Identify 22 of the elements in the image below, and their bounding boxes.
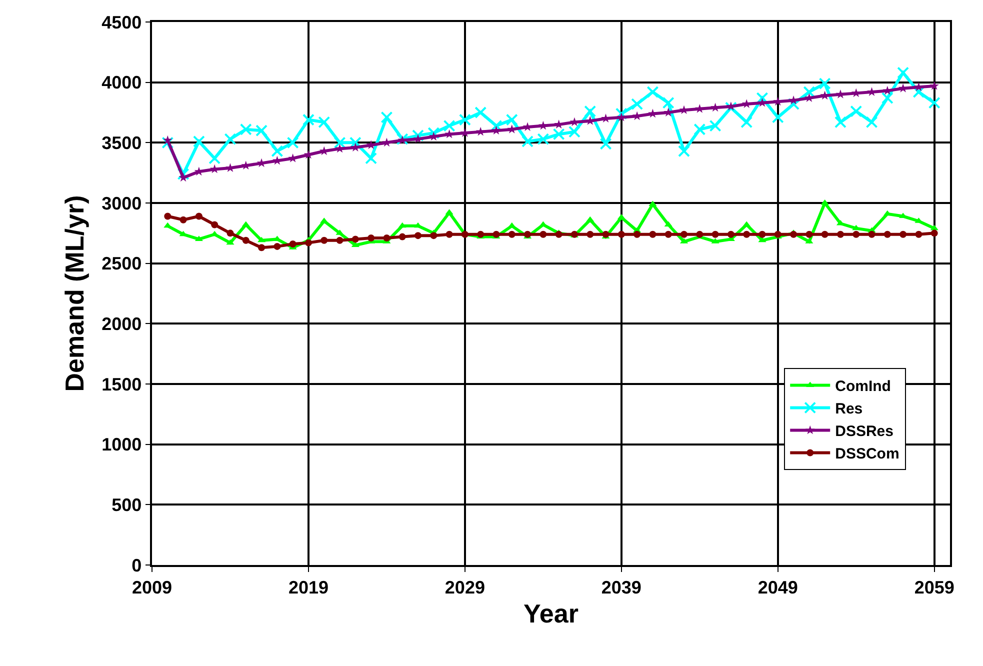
x-tick-label: 2039 bbox=[601, 577, 642, 598]
y-tick-label: 2500 bbox=[102, 254, 142, 274]
y-tick-label: 2000 bbox=[102, 314, 142, 334]
x-tick-label: 2009 bbox=[132, 577, 172, 598]
y-axis-title: Demand (ML/yr) bbox=[60, 195, 90, 392]
y-tick-label: 500 bbox=[112, 494, 142, 515]
x-axis-title: Year bbox=[524, 598, 578, 629]
y-tick-label: 3000 bbox=[102, 193, 142, 214]
y-tick-label: 4000 bbox=[102, 72, 142, 93]
y-tick-label: 1500 bbox=[102, 374, 142, 394]
y-tick-label: 4500 bbox=[102, 12, 142, 32]
legend-label: Res bbox=[835, 400, 863, 418]
legend-label: DSSRes bbox=[835, 423, 894, 440]
x-tick-label: 2019 bbox=[288, 577, 328, 598]
y-tick-label: 3500 bbox=[102, 132, 142, 153]
legend-label: DSSCom bbox=[835, 446, 900, 463]
y-tick-label: 0 bbox=[132, 555, 142, 576]
legend-label: ComInd bbox=[835, 378, 891, 396]
x-tick-label: 2049 bbox=[758, 577, 798, 598]
x-tick-label: 2029 bbox=[444, 577, 485, 598]
y-tick-label: 1000 bbox=[102, 434, 142, 455]
x-tick-label: 2059 bbox=[914, 577, 954, 598]
